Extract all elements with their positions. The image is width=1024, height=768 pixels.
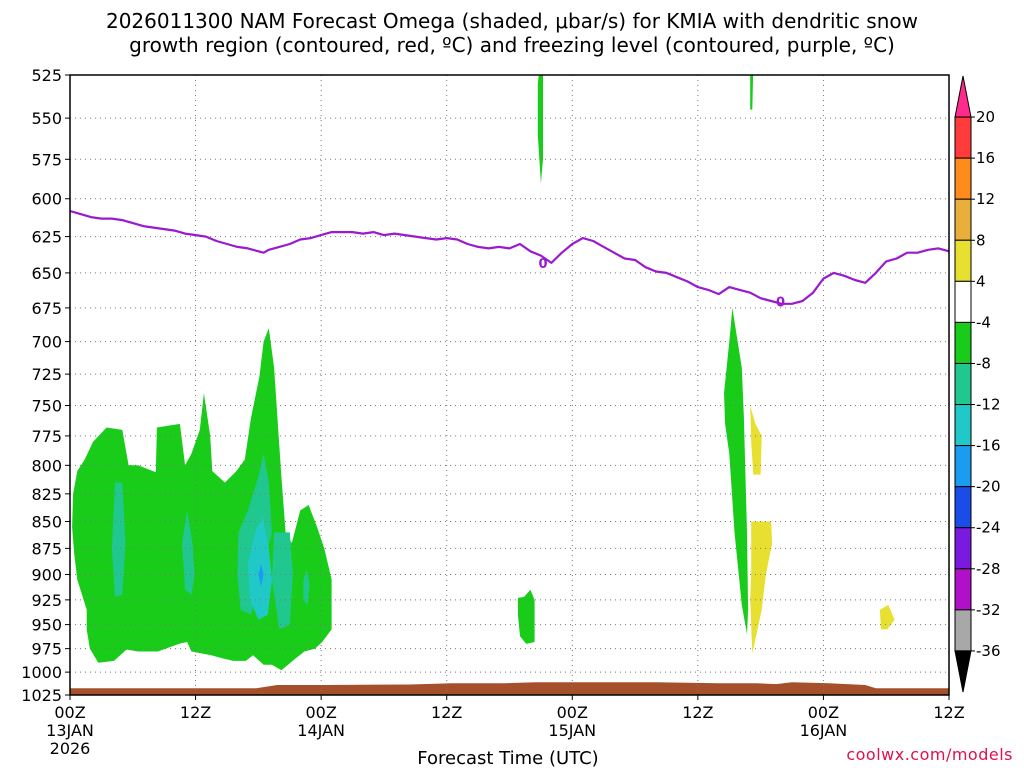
x-tick-label: 12Z — [431, 703, 462, 722]
omega-region-neg4-4 — [724, 307, 749, 635]
colorbar-label: -8 — [976, 354, 991, 372]
omega-region-neg4-2 — [517, 589, 535, 644]
colorbar-label: 16 — [976, 149, 995, 167]
colorbar-box — [954, 239, 972, 282]
plot-frame — [69, 74, 950, 696]
colorbar-box — [954, 362, 972, 406]
x-tick-date: 13JAN — [46, 721, 94, 740]
colorbar-label: -36 — [976, 642, 1001, 660]
colorbar-box — [954, 280, 972, 323]
x-tick-label: 12Z — [933, 703, 964, 722]
colorbar-label: 12 — [976, 190, 995, 208]
site-credit: coolwx.com/models — [846, 745, 1013, 764]
y-tick-label: 650 — [31, 264, 62, 283]
omega-shaded-regions — [72, 75, 895, 671]
colorbar-box-top-triangle — [954, 75, 972, 118]
colorbar-label: -20 — [976, 478, 1001, 496]
y-axis-ticks: 525 550 575 600 625 650 675 700 725 750 775 800 825 8… — [21, 66, 70, 705]
omega-region-neg8-4 — [237, 453, 272, 615]
colorbar-box — [954, 486, 972, 529]
colorbar-box — [954, 116, 972, 159]
y-tick-label: 1000 — [21, 663, 62, 682]
colorbar-box — [954, 445, 972, 488]
x-tick-date: 15JAN — [548, 721, 596, 740]
x-tick-label: 00Z — [305, 703, 336, 722]
colorbar-label: -4 — [976, 313, 991, 331]
freezing-level-label-2: 0 — [776, 296, 785, 311]
ground-layer — [70, 682, 949, 695]
y-tick-label: 600 — [31, 190, 62, 209]
chart-title-line-1: 2026011300 NAM Forecast Omega (shaded, μ… — [106, 9, 918, 33]
y-tick-label: 750 — [31, 397, 62, 416]
omega-region-neg8-1 — [111, 482, 126, 597]
freezing-level-label-1: 0 — [538, 257, 547, 272]
freezing-level-line — [70, 209, 949, 305]
omega-region-neg16-1 — [258, 564, 264, 587]
colorbar-box — [954, 321, 972, 364]
colorbar-box — [954, 568, 972, 611]
omega-region-neg4-3 — [537, 75, 543, 184]
y-tick-label: 775 — [31, 427, 62, 446]
omega-region-4-2 — [750, 521, 773, 654]
y-tick-label: 625 — [31, 228, 62, 247]
omega-region-4-3 — [879, 604, 895, 630]
x-tick-label: 12Z — [180, 703, 211, 722]
y-tick-label: 875 — [31, 539, 62, 558]
colorbar: 20 16 12 8 4 -4 -8 -12 -16 -20 -24 -28 -32 -36 — [954, 75, 1001, 693]
colorbar-box — [954, 609, 972, 652]
y-tick-label: 1025 — [21, 686, 62, 705]
y-tick-label: 725 — [31, 365, 62, 384]
colorbar-label: 4 — [976, 272, 986, 290]
colorbar-label: -28 — [976, 560, 1001, 578]
y-tick-label: 950 — [31, 616, 62, 635]
y-tick-label: 575 — [31, 150, 62, 169]
colorbar-box — [954, 527, 972, 570]
x-tick-date: 14JAN — [297, 721, 345, 740]
y-tick-label: 925 — [31, 591, 62, 610]
x-tick-label: 00Z — [808, 703, 839, 722]
colorbar-box-bottom-triangle — [954, 650, 972, 693]
y-tick-label: 850 — [31, 513, 62, 532]
y-tick-label: 975 — [31, 640, 62, 659]
colorbar-box — [954, 157, 972, 200]
freezing-level-layer: 00 — [70, 209, 949, 311]
omega-region-neg4-5 — [750, 75, 754, 110]
omega-region-neg8-2 — [182, 510, 195, 595]
y-tick-label: 525 — [31, 66, 62, 85]
colorbar-label: -32 — [976, 601, 1001, 619]
y-tick-label: 800 — [31, 456, 62, 475]
colorbar-box — [954, 198, 972, 241]
omega-region-neg4-1 — [72, 328, 332, 671]
y-tick-label: 550 — [31, 109, 62, 128]
colorbar-label: -12 — [976, 396, 1001, 414]
colorbar-box — [954, 404, 972, 447]
colorbar-label: -16 — [976, 437, 1001, 455]
grid-lines — [70, 75, 949, 695]
x-tick-label: 00Z — [557, 703, 588, 722]
omega-region-neg8-5 — [303, 569, 310, 605]
x-tick-year: 2026 — [50, 739, 91, 758]
y-tick-label: 675 — [31, 299, 62, 318]
x-axis-label: Forecast Time (UTC) — [417, 748, 598, 768]
colorbar-label: 8 — [976, 231, 986, 249]
colorbar-label: 20 — [976, 108, 995, 126]
omega-region-4-1 — [750, 405, 762, 475]
ground-fill — [70, 682, 949, 695]
colorbar-label: -24 — [976, 519, 1001, 537]
chart-title-line-2: growth region (contoured, red, ºC) and f… — [129, 33, 895, 57]
y-tick-label: 700 — [31, 333, 62, 352]
y-tick-label: 825 — [31, 485, 62, 504]
x-tick-label: 12Z — [682, 703, 713, 722]
y-tick-label: 900 — [31, 565, 62, 584]
omega-region-neg12-1 — [247, 516, 272, 620]
x-tick-label: 00Z — [54, 703, 85, 722]
x-tick-date: 16JAN — [800, 721, 848, 740]
omega-region-neg8-3 — [272, 532, 293, 630]
